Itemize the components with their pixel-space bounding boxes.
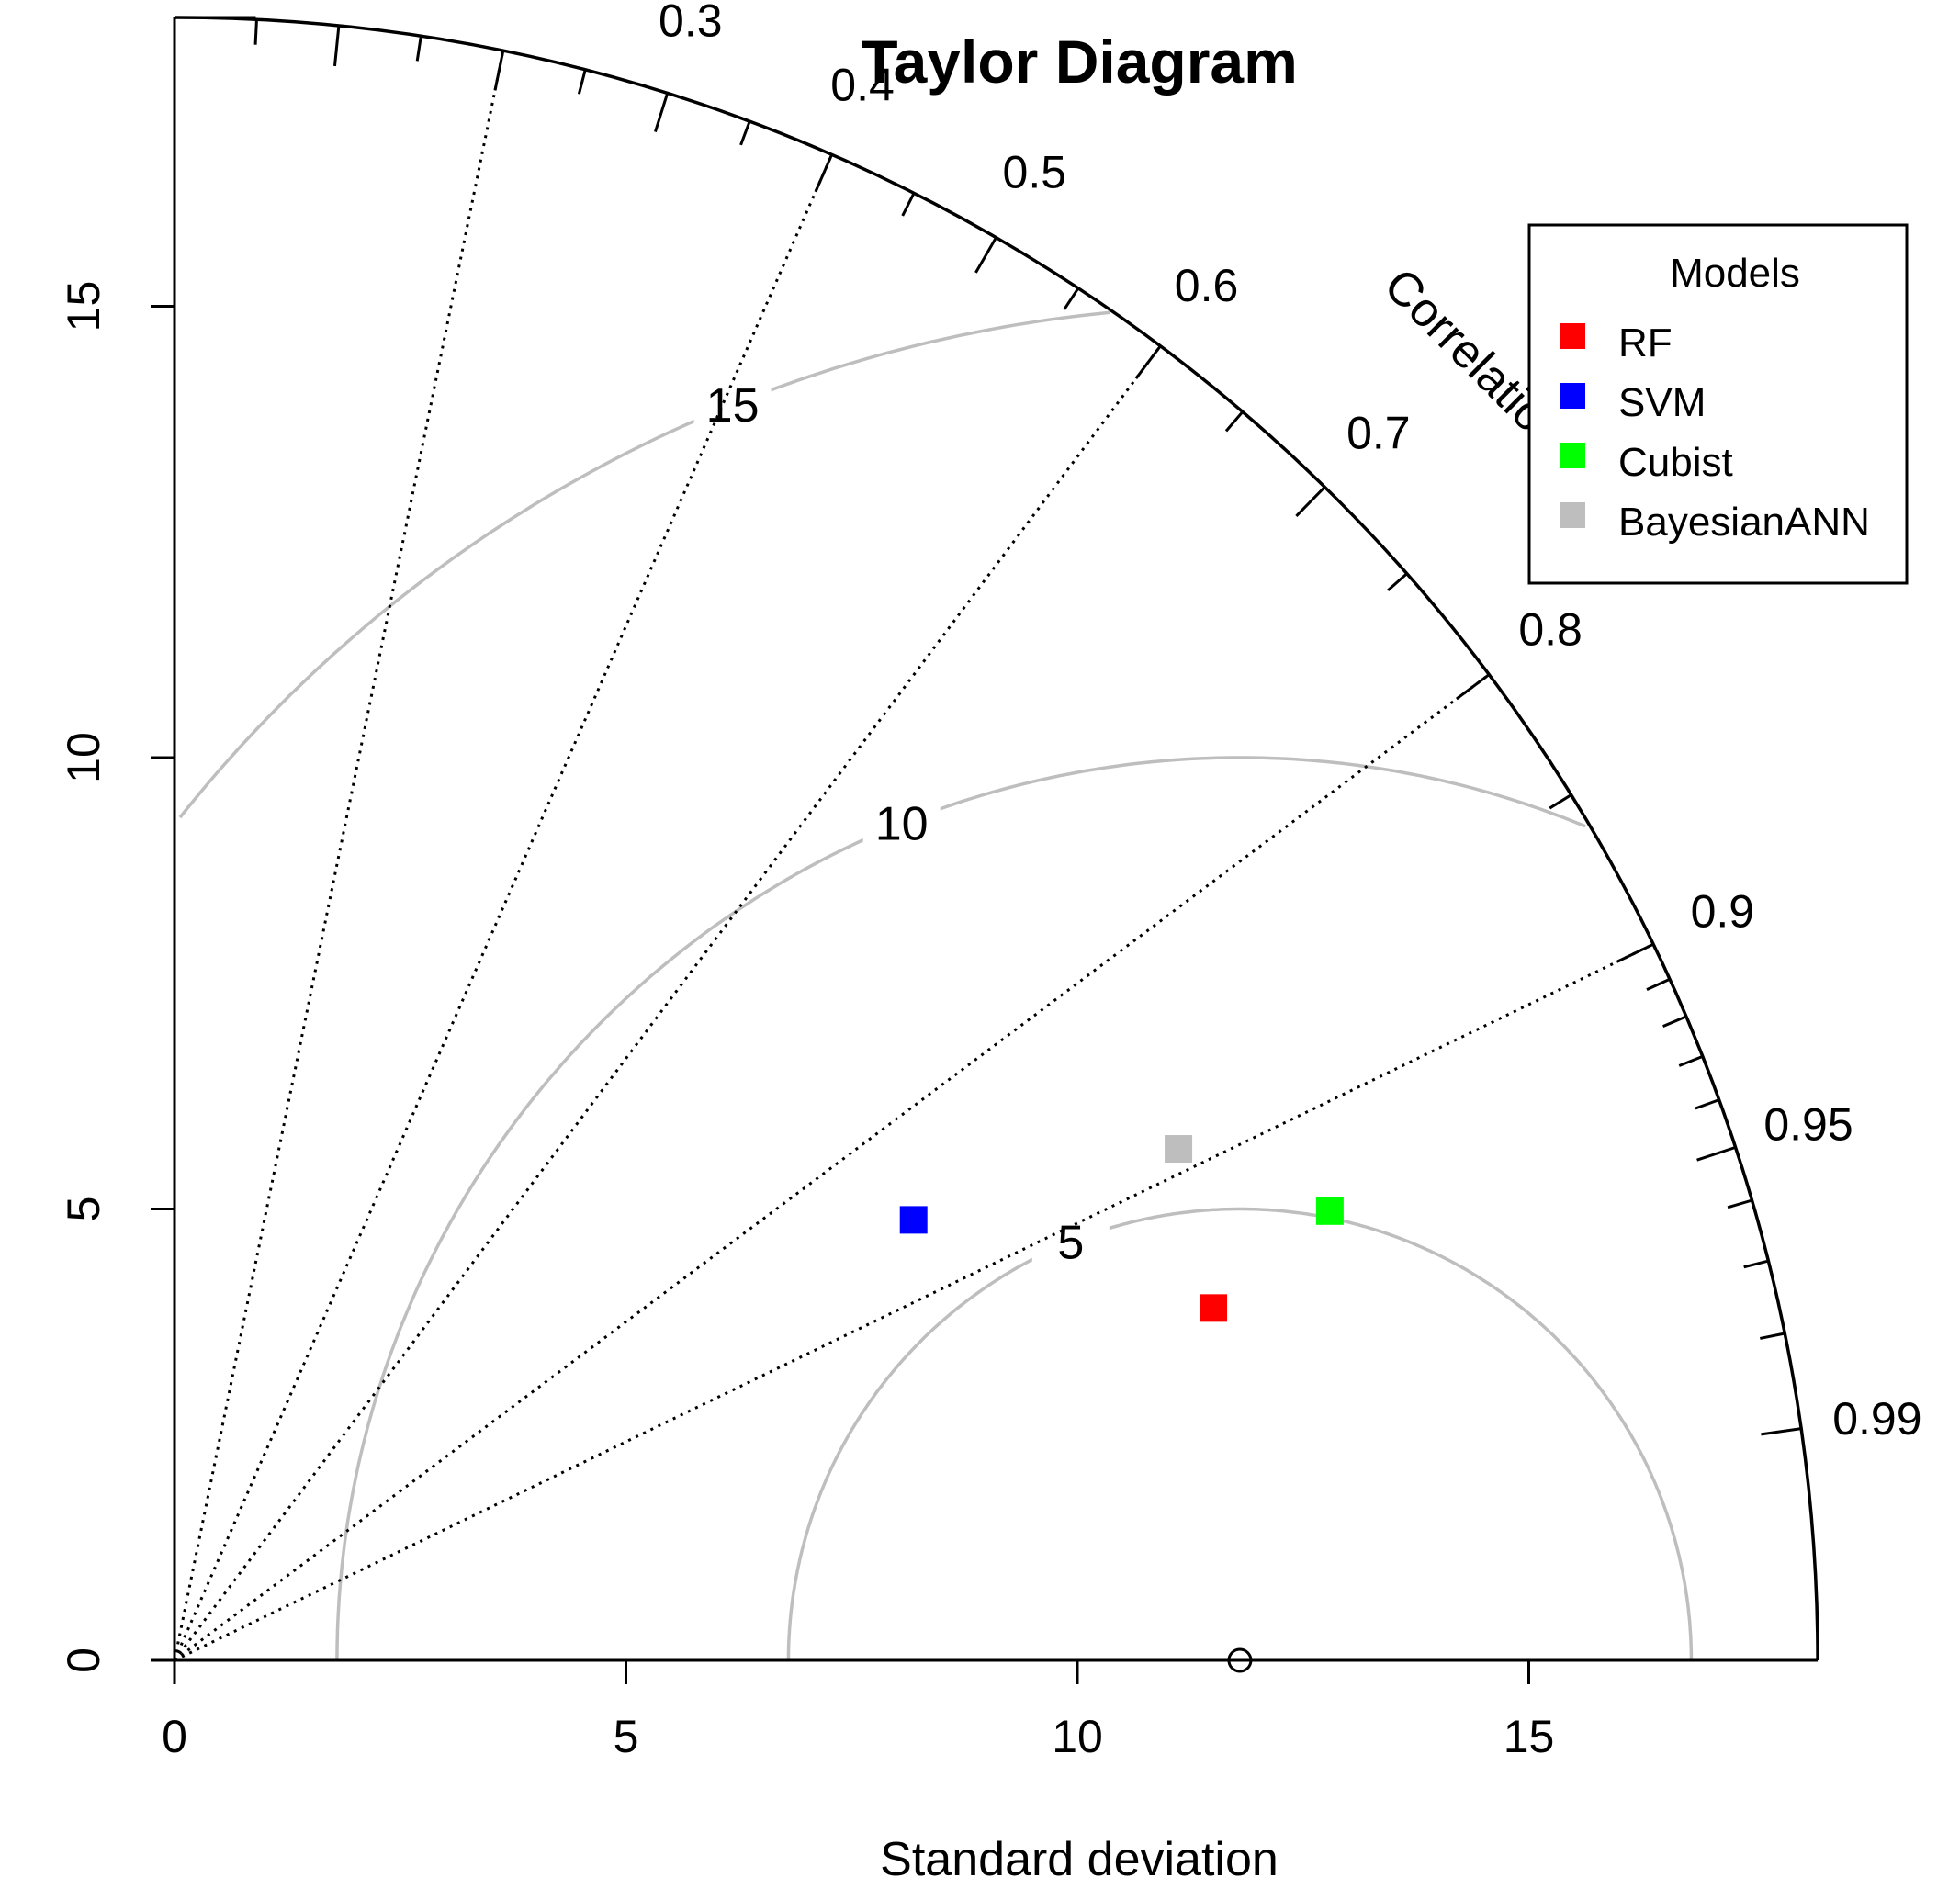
correlation-tick-0.2 xyxy=(493,50,505,91)
correlation-label-0.5: 0.5 xyxy=(1003,146,1067,197)
x-tick-label-10: 10 xyxy=(1052,1711,1103,1762)
correlation-ray-0.6 xyxy=(173,344,1162,1661)
y-tick-label-0: 0 xyxy=(58,1647,109,1673)
correlation-label-0.4: 0.4 xyxy=(830,60,895,111)
legend-label-bayesianann: BayesianANN xyxy=(1618,500,1870,545)
rms-label-bg xyxy=(1031,1214,1110,1268)
x-tick-label-0: 0 xyxy=(162,1711,187,1762)
correlation-ray-0.2 xyxy=(173,50,505,1661)
correlation-label-0.3: 0.3 xyxy=(659,0,723,47)
correlation-tick-0.55 xyxy=(1063,287,1080,310)
legend-swatch-bayesianann xyxy=(1560,502,1585,528)
reference-point xyxy=(1227,1647,1253,1673)
correlation-label-0.8: 0.8 xyxy=(1518,603,1583,655)
legend-box xyxy=(1527,223,1909,585)
correlation-ray-0.4 xyxy=(173,153,833,1661)
plot-frame xyxy=(173,16,1819,1662)
correlation-tick-0.15 xyxy=(415,35,422,62)
correlation-tick-0.85 xyxy=(1549,793,1572,810)
point-svm xyxy=(899,1206,928,1234)
correlation-label-0.95: 0.95 xyxy=(1763,1098,1853,1150)
rms-contour-5 xyxy=(786,1207,1694,1661)
correlation-tick-0.25 xyxy=(577,69,587,95)
correlation-label-0.6: 0.6 xyxy=(1175,260,1239,311)
legend-title: Models xyxy=(1670,251,1800,296)
point-cubist xyxy=(1315,1197,1344,1225)
correlation-label-0.9: 0.9 xyxy=(1691,886,1755,938)
legend-label-rf: RF xyxy=(1618,320,1673,365)
correlation-tick-0.7 xyxy=(1295,486,1326,517)
correlation-tick-0.45 xyxy=(901,192,916,217)
legend-label-cubist: Cubist xyxy=(1618,440,1733,485)
x-axis-label: Standard deviation xyxy=(880,1833,1279,1886)
y-tick-label-10: 10 xyxy=(58,732,109,783)
rms-label: 5 xyxy=(1057,1216,1084,1269)
legend-swatch-svm xyxy=(1560,383,1585,409)
correlation-tick-0.5 xyxy=(974,236,997,274)
y-tick-label-5: 5 xyxy=(58,1197,109,1222)
correlation-tick-0.8 xyxy=(1455,673,1491,701)
correlation-label-0.99: 0.99 xyxy=(1832,1393,1921,1445)
correlation-tick-0.05 xyxy=(253,19,258,45)
correlation-tick-0.65 xyxy=(1224,410,1245,433)
correlation-rays xyxy=(173,50,1654,1662)
correlation-ray-0.9 xyxy=(174,942,1654,1662)
correlation-tick-0.92 xyxy=(1662,1015,1687,1029)
correlation-tick-0.93 xyxy=(1678,1055,1704,1067)
point-rf xyxy=(1200,1294,1228,1322)
correlation-tick-0.95 xyxy=(1696,1145,1737,1162)
correlation-tick-0.75 xyxy=(1387,572,1408,591)
x-tick-label-5: 5 xyxy=(614,1711,639,1762)
correlation-tick-0.96 xyxy=(1727,1198,1752,1209)
correlation-tick-0.9 xyxy=(1616,942,1654,963)
correlation-tick-0.98 xyxy=(1760,1332,1785,1340)
correlation-tick-0.3 xyxy=(654,92,670,132)
y-tick-label-15: 15 xyxy=(58,281,109,332)
correlation-tick-0.35 xyxy=(739,120,751,146)
rms-contour-15 xyxy=(178,310,1110,819)
rms-label: 10 xyxy=(875,798,929,851)
legend-items: RF SVM Cubist BayesianANN xyxy=(1560,320,1870,545)
sd-axes: 0 0 5 5 10 10 15 15 xyxy=(58,281,1554,1762)
chart-title: Taylor Diagram xyxy=(861,28,1298,96)
legend-swatch-rf xyxy=(1560,323,1585,349)
outer-arc xyxy=(174,16,1819,1661)
correlation-tick-0.91 xyxy=(1646,977,1671,992)
rms-label-bg xyxy=(693,377,772,431)
correlation-tick-0.4 xyxy=(814,153,833,193)
legend: Models RF SVM Cubist BayesianANN xyxy=(1527,223,1909,585)
correlation-label-0.2: 0.2 xyxy=(487,0,551,2)
rms-label-bg xyxy=(862,795,941,849)
correlation-axis: 0.10.20.30.40.50.60.70.80.90.950.99 xyxy=(253,0,1922,1445)
correlation-tick-0.97 xyxy=(1743,1259,1769,1269)
correlation-tick-0.99 xyxy=(1761,1427,1802,1436)
x-tick-label-15: 15 xyxy=(1504,1711,1555,1762)
legend-swatch-cubist xyxy=(1560,443,1585,468)
correlation-tick-0.1 xyxy=(332,25,341,67)
correlation-tick-0.94 xyxy=(1695,1098,1720,1110)
model-points xyxy=(899,1135,1344,1322)
correlation-tick-0.6 xyxy=(1134,344,1162,380)
rms-contour-10 xyxy=(335,756,1586,1661)
correlation-ray-0.8 xyxy=(174,673,1491,1662)
correlation-label-0.7: 0.7 xyxy=(1346,408,1411,459)
legend-label-svm: SVM xyxy=(1618,380,1706,425)
point-bayesianann xyxy=(1165,1135,1193,1164)
